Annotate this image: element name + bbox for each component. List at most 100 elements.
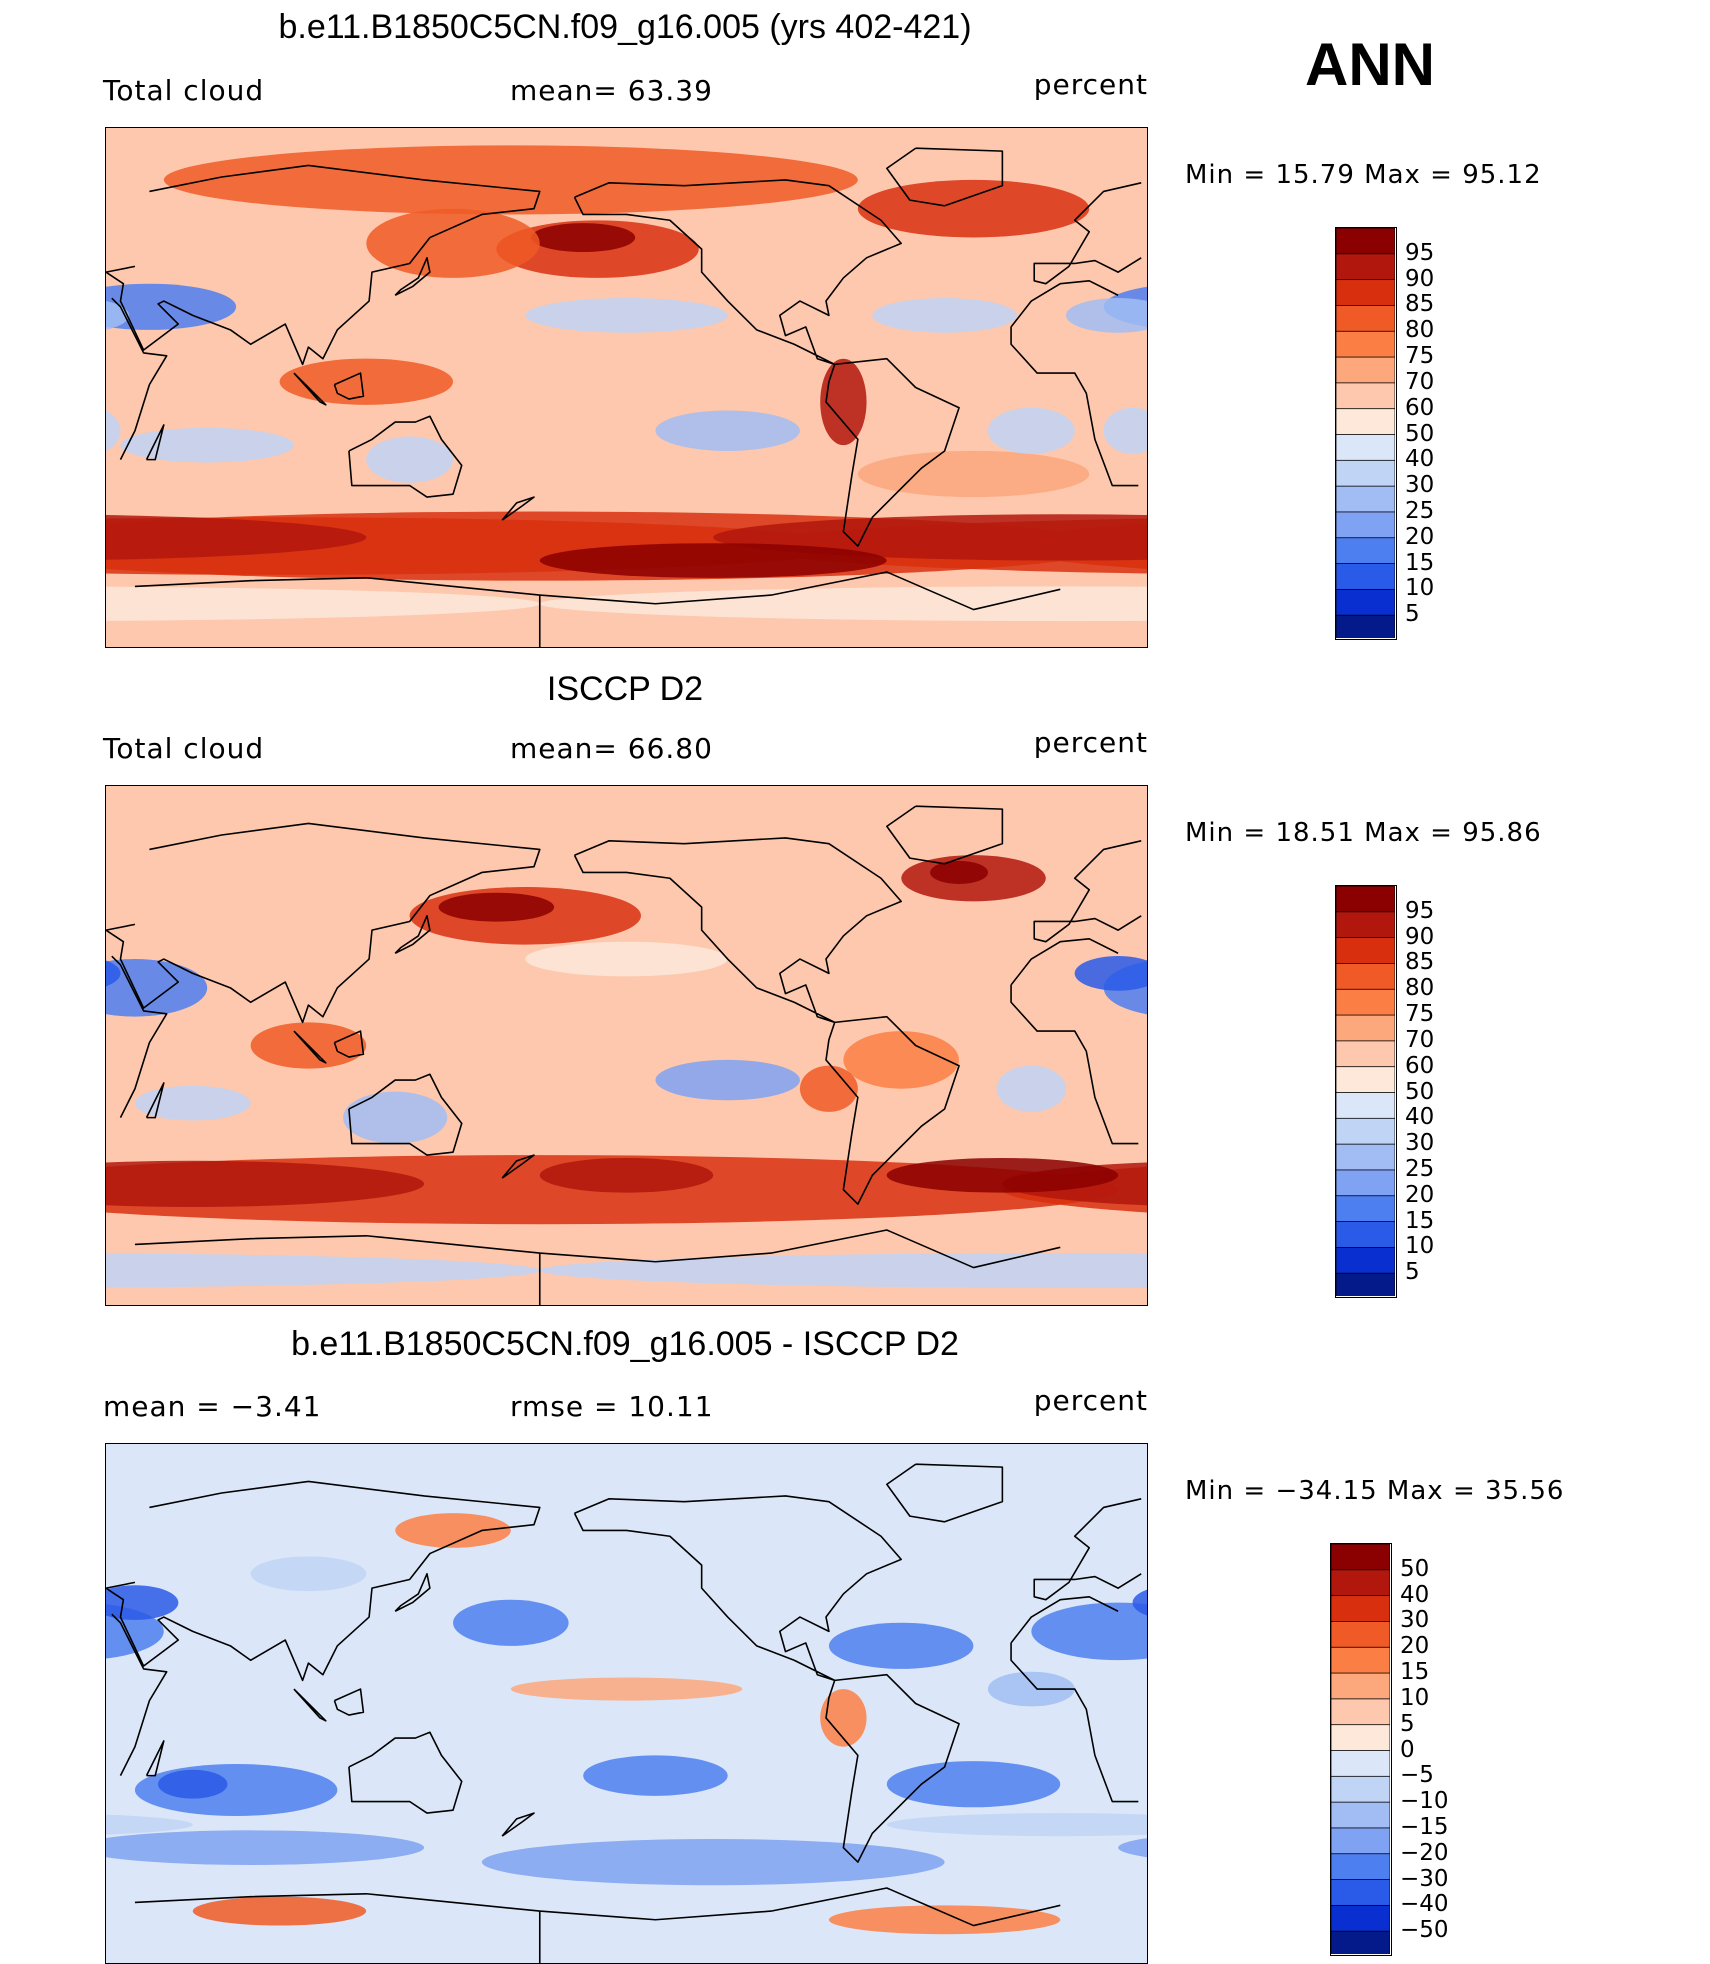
map-plot — [105, 127, 1148, 648]
colorbar-tick-label: 50 — [1405, 1078, 1435, 1105]
colorbar-tick-label: −30 — [1400, 1865, 1449, 1892]
colorbar-tick-label: 25 — [1405, 497, 1435, 524]
map-plot — [105, 1443, 1148, 1964]
colorbar-labels: 50 40 30 20 15 10 5 0 −5 −10 −15 −20 −30 −40 −50 — [1400, 1543, 1470, 1956]
panel-title: b.e11.B1850C5CN.f09_g16.005 - ISCCP D2 — [291, 1325, 959, 1363]
colorbar-box — [1331, 1853, 1390, 1881]
colorbar-box — [1336, 382, 1395, 410]
colorbar-box — [1336, 1117, 1395, 1146]
contour-region — [930, 860, 989, 885]
colorbar-box — [1336, 330, 1395, 358]
coastline — [106, 147, 1142, 647]
colorbar-tick-label: 80 — [1405, 975, 1435, 1002]
colorbar-tick-label: 70 — [1405, 368, 1435, 395]
map-plot — [105, 785, 1148, 1306]
colorbar-box — [1331, 1595, 1390, 1623]
contour-region — [857, 179, 1090, 238]
panel-title: ISCCP D2 — [546, 670, 704, 708]
contour-region — [1031, 1602, 1147, 1661]
panel-units-label: percent — [1033, 726, 1148, 759]
contour-region — [438, 892, 555, 922]
contour-region — [857, 450, 1090, 498]
contour-region — [120, 427, 294, 463]
colorbar-box — [1336, 988, 1395, 1016]
panel-units-label: percent — [1033, 1384, 1148, 1417]
colorbar-box — [1331, 1904, 1390, 1933]
colorbar-tick-label: −40 — [1400, 1891, 1449, 1918]
colorbar-tick-label: 30 — [1405, 1130, 1435, 1157]
colorbar-box — [1336, 563, 1395, 591]
contour-region — [872, 298, 1017, 333]
colorbar-tick-label: −20 — [1400, 1839, 1449, 1866]
colorbar-tick-label: 20 — [1405, 523, 1435, 550]
min-max-label: Min = −34.15 Max = 35.56 — [1185, 1476, 1565, 1506]
contour-region — [1074, 956, 1147, 991]
colorbar — [1335, 227, 1397, 640]
contour-region — [134, 1085, 251, 1121]
colorbar-tick-label: −15 — [1400, 1813, 1449, 1840]
colorbar-tick-label: 95 — [1405, 239, 1435, 266]
contour-region — [987, 1671, 1075, 1707]
contour-region — [539, 1157, 714, 1193]
colorbar-tick-label: 90 — [1405, 265, 1435, 292]
colorbar-box — [1336, 459, 1395, 488]
contour-region — [158, 1769, 228, 1799]
colorbar-labels: 95 90 85 80 75 70 60 50 40 30 25 20 15 10 5 — [1405, 227, 1475, 640]
colorbar-box — [1336, 279, 1395, 307]
contour-region — [453, 1599, 569, 1646]
panel-left-label: Total cloud — [103, 74, 265, 107]
contour-region — [820, 358, 867, 446]
colorbar-tick-label: 10 — [1405, 1233, 1435, 1260]
panel-stat-label: mean= 66.80 — [510, 732, 713, 765]
colorbar-box — [1336, 911, 1395, 939]
contour-region — [106, 1253, 540, 1288]
panel-left-label: mean = −3.41 — [103, 1390, 322, 1423]
contour-region — [106, 1830, 425, 1865]
colorbar-tick-label: 5 — [1405, 601, 1420, 628]
contour-region — [106, 1585, 179, 1620]
colorbar-tick-label: 60 — [1405, 1052, 1435, 1079]
colorbar-tick-label: 30 — [1400, 1607, 1430, 1634]
contour-region — [583, 1755, 728, 1796]
contour-region — [1103, 407, 1147, 454]
contour-region — [539, 543, 887, 578]
contour-region — [820, 1689, 867, 1747]
colorbar-tick-label: −5 — [1400, 1762, 1434, 1789]
colorbar-box — [1331, 1827, 1390, 1855]
contour-region — [106, 1814, 193, 1835]
colorbar-tick-label: 30 — [1405, 472, 1435, 499]
colorbar-box — [1336, 511, 1395, 539]
colorbar-box — [1336, 305, 1395, 333]
min-max-label: Min = 18.51 Max = 95.86 — [1185, 818, 1542, 848]
contour-region — [530, 223, 636, 253]
contour-region — [886, 1761, 1061, 1808]
colorbar-box — [1336, 1143, 1395, 1171]
colorbar-tick-label: 5 — [1405, 1259, 1420, 1286]
min-max-label: Min = 15.79 Max = 95.12 — [1185, 160, 1542, 190]
map-svg — [106, 1444, 1147, 1963]
colorbar-tick-label: 15 — [1405, 549, 1435, 576]
contour-region — [106, 960, 121, 987]
contour-region — [828, 1905, 1061, 1935]
contour-region — [655, 410, 800, 451]
contour-region — [996, 1065, 1067, 1112]
colorbar-tick-label: 15 — [1400, 1659, 1430, 1686]
colorbar-box — [1331, 1569, 1390, 1597]
colorbar-box — [1336, 1272, 1395, 1296]
contour-region — [655, 1059, 800, 1101]
contour-region — [799, 1065, 858, 1112]
colorbar-box — [1331, 1544, 1390, 1571]
colorbar-box — [1336, 588, 1395, 617]
contour-region — [366, 436, 454, 483]
colorbar-box — [1336, 1040, 1395, 1068]
colorbar-tick-label: 10 — [1400, 1684, 1430, 1711]
colorbar-box — [1336, 1014, 1395, 1042]
contour-region — [106, 586, 540, 621]
colorbar-tick-label: 20 — [1400, 1633, 1430, 1660]
colorbar-box — [1336, 1092, 1395, 1120]
colorbar-box — [1336, 1066, 1395, 1094]
coastline — [106, 805, 1142, 1305]
colorbar-box — [1336, 937, 1395, 965]
contour-region — [987, 407, 1075, 454]
